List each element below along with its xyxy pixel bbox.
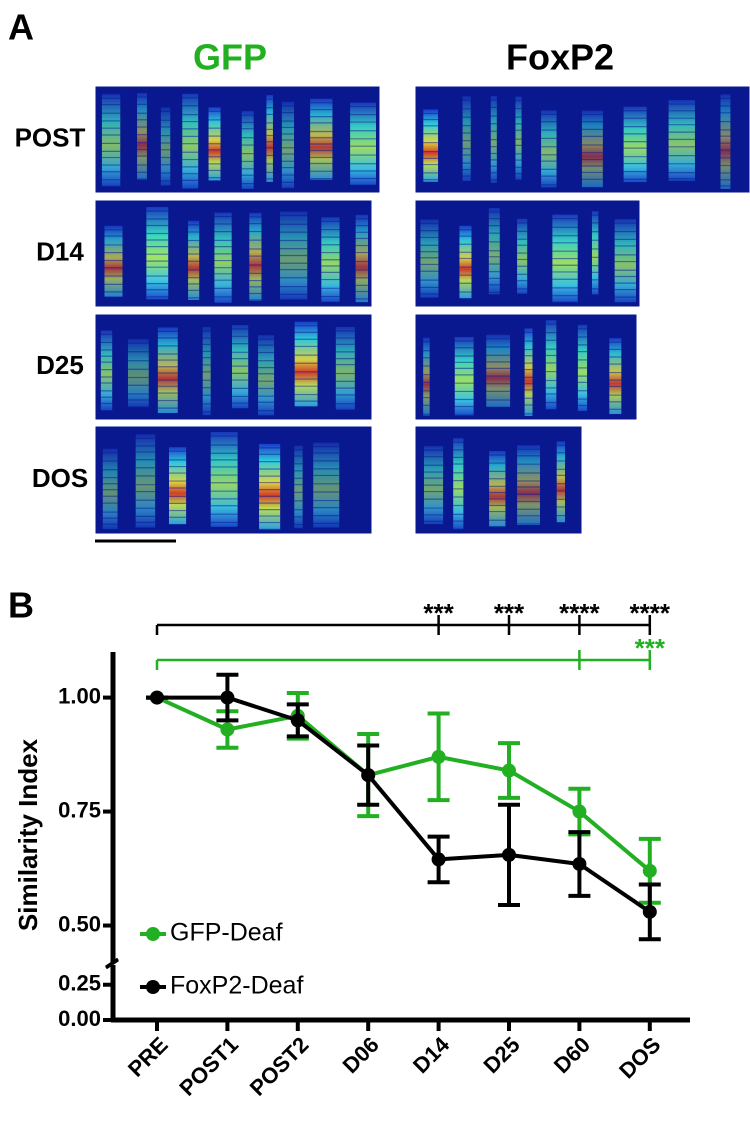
syllable (720, 94, 731, 189)
syllable (146, 207, 169, 300)
syllable (241, 111, 254, 189)
syllable (210, 432, 238, 527)
x-tick-label: DOS (614, 1032, 665, 1083)
significance-label: **** (630, 598, 671, 628)
syllable (102, 448, 118, 530)
syllable (214, 212, 232, 303)
data-point (572, 804, 587, 819)
syllable (100, 330, 113, 411)
data-point (361, 768, 376, 783)
syllable (517, 445, 541, 526)
legend-label: FoxP2-Deaf (170, 972, 303, 1000)
spectrogram (414, 199, 641, 308)
y-tick-label: 0.50 (58, 911, 101, 936)
legend-label: GFP-Deaf (170, 919, 283, 947)
data-point (220, 690, 235, 705)
syllable (545, 320, 557, 410)
syllable (137, 93, 147, 180)
data-point (642, 904, 657, 919)
spectrograms (94, 85, 750, 535)
syllable (258, 335, 275, 416)
row-label: D14 (36, 236, 84, 266)
syllable (202, 327, 211, 416)
syllable (160, 107, 171, 186)
syllable (609, 338, 622, 415)
x-tick-label: D60 (549, 1032, 595, 1078)
syllable (454, 336, 474, 416)
syllable (266, 95, 273, 182)
syllable (462, 96, 471, 182)
syllable (294, 321, 318, 407)
data-point (431, 852, 446, 867)
data-point (642, 863, 657, 878)
x-tick-label: PRE (123, 1032, 173, 1082)
y-tick-label: 0.25 (58, 971, 101, 996)
x-tick-label: POST2 (245, 1032, 314, 1101)
x-tick-label: D14 (408, 1031, 455, 1078)
series-line (157, 695, 651, 914)
y-axis-label: Similarity Index (13, 738, 43, 931)
legend-swatch (146, 980, 160, 994)
series-line (156, 695, 652, 873)
syllable (294, 445, 303, 529)
data-point (502, 763, 516, 778)
data-point (431, 749, 446, 764)
syllable (517, 218, 528, 294)
syllable (313, 442, 340, 528)
data-point (290, 713, 305, 728)
axis-break (105, 958, 119, 970)
syllable (249, 212, 262, 301)
syllable (453, 438, 464, 530)
significance-label: **** (559, 598, 600, 628)
syllable (486, 334, 511, 407)
column-label: FoxP2 (506, 37, 614, 78)
significance-label: *** (635, 633, 666, 663)
legend-swatch (146, 927, 160, 941)
data-point (572, 856, 587, 871)
significance-label: *** (494, 598, 525, 628)
x-tick-label: POST1 (174, 1032, 243, 1101)
row-label: D25 (36, 350, 84, 380)
syllable (591, 211, 599, 295)
y-tick-label: 1.00 (58, 683, 101, 708)
syllable (259, 443, 281, 530)
syllable (310, 98, 333, 180)
syllable (135, 434, 156, 528)
syllable (420, 219, 439, 298)
syllable (335, 326, 355, 410)
syllable (101, 94, 121, 187)
x-tick-label: D25 (478, 1032, 524, 1078)
y-tick-label: 0.75 (58, 797, 101, 822)
syllable (182, 93, 199, 189)
data-point (150, 690, 164, 705)
syllable (515, 96, 522, 180)
syllable (104, 225, 123, 297)
x-tick-label: D06 (338, 1032, 384, 1078)
syllable (668, 100, 695, 181)
row-label: DOS (32, 463, 88, 493)
syllable (281, 101, 295, 189)
syllable (524, 328, 533, 416)
syllable (169, 447, 187, 525)
y-tick-label: 0.00 (58, 1006, 101, 1031)
data-point (220, 722, 235, 737)
significance-label: *** (423, 598, 454, 628)
syllable (423, 337, 430, 416)
syllable (355, 214, 368, 303)
column-label: GFP (193, 37, 267, 78)
syllable (423, 109, 439, 182)
syllable (127, 339, 149, 408)
panel-label: B (8, 585, 34, 626)
syllable (188, 220, 200, 300)
data-point (502, 847, 516, 862)
panel-label: A (8, 7, 34, 48)
syllable (556, 441, 566, 523)
row-label: POST (15, 122, 86, 152)
syllable (157, 327, 178, 414)
syllable (489, 450, 506, 527)
